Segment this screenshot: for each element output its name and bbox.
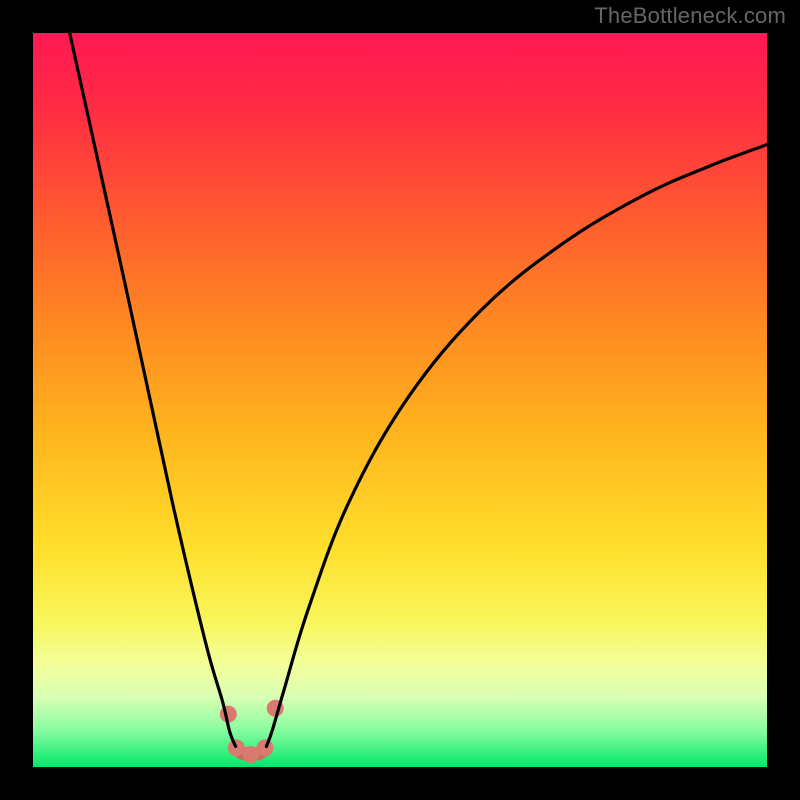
curve-layer: [33, 33, 767, 767]
watermark-label: TheBottleneck.com: [594, 3, 786, 29]
left-curve: [70, 33, 236, 746]
trough-marker: [228, 739, 245, 756]
chart-stage: TheBottleneck.com: [0, 0, 800, 800]
trough-marker: [256, 739, 273, 756]
plot-area: [33, 33, 767, 767]
right-curve: [266, 145, 767, 747]
